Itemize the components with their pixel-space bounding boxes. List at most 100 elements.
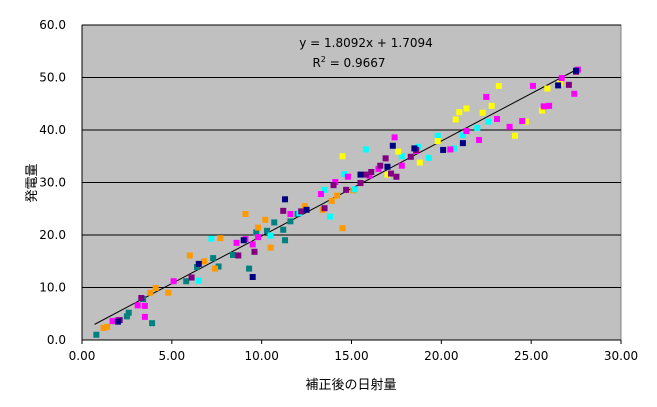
y-tick-label: 30.0 bbox=[39, 176, 66, 190]
data-point bbox=[440, 146, 447, 153]
data-point bbox=[100, 324, 107, 331]
data-point bbox=[352, 186, 359, 193]
data-point bbox=[253, 229, 260, 236]
data-point bbox=[488, 102, 495, 109]
data-point bbox=[343, 186, 350, 193]
data-point bbox=[339, 225, 346, 232]
data-point bbox=[215, 263, 222, 270]
data-point bbox=[235, 252, 242, 259]
data-point bbox=[389, 142, 396, 149]
data-point bbox=[459, 132, 466, 139]
data-point bbox=[114, 318, 121, 325]
data-point bbox=[332, 178, 339, 185]
data-point bbox=[357, 180, 364, 187]
data-point bbox=[393, 173, 400, 180]
data-point bbox=[188, 274, 195, 281]
data-point bbox=[149, 320, 156, 327]
data-point bbox=[495, 82, 502, 89]
data-point bbox=[522, 118, 529, 125]
data-point bbox=[193, 264, 200, 271]
data-point bbox=[317, 191, 324, 198]
data-point bbox=[452, 116, 459, 123]
data-point bbox=[463, 128, 470, 135]
data-point bbox=[195, 260, 202, 267]
data-point bbox=[398, 162, 405, 169]
r-squared-exponent: 2 bbox=[321, 55, 326, 64]
data-point bbox=[229, 251, 236, 258]
data-point bbox=[366, 172, 373, 179]
data-point bbox=[476, 136, 483, 143]
data-point bbox=[233, 239, 240, 246]
trendline-equation: y = 1.8092x + 1.7094 bbox=[299, 36, 433, 50]
data-point bbox=[375, 165, 382, 172]
data-point bbox=[483, 93, 490, 100]
x-tick-label: 5.00 bbox=[158, 349, 185, 363]
data-point bbox=[321, 186, 328, 193]
data-point bbox=[382, 155, 389, 162]
data-point bbox=[407, 153, 414, 160]
data-point bbox=[264, 227, 271, 234]
axes bbox=[81, 25, 622, 344]
data-point bbox=[240, 237, 247, 244]
data-point bbox=[485, 118, 492, 125]
data-point bbox=[282, 237, 289, 244]
data-point bbox=[494, 115, 501, 122]
data-point bbox=[246, 265, 253, 272]
data-point bbox=[201, 258, 208, 265]
data-point bbox=[326, 213, 333, 220]
y-tick-label: 40.0 bbox=[39, 123, 66, 137]
data-point bbox=[362, 171, 369, 178]
data-point bbox=[555, 82, 562, 89]
data-point bbox=[210, 255, 217, 262]
data-point bbox=[357, 171, 364, 178]
data-point bbox=[134, 302, 141, 309]
data-point bbox=[152, 285, 159, 292]
r-squared-label: R2 = 0.9667 bbox=[312, 55, 385, 70]
data-point bbox=[463, 105, 470, 112]
data-point bbox=[251, 248, 258, 255]
r-squared-prefix: R bbox=[312, 56, 320, 70]
data-point bbox=[298, 208, 305, 215]
data-point bbox=[321, 205, 328, 212]
data-point bbox=[544, 85, 551, 92]
data-point bbox=[280, 226, 287, 233]
data-point bbox=[93, 331, 100, 338]
data-point bbox=[267, 232, 274, 239]
data-point bbox=[573, 67, 580, 74]
data-point bbox=[141, 313, 148, 320]
data-point bbox=[195, 277, 202, 284]
data-point bbox=[339, 153, 346, 160]
data-point bbox=[456, 109, 463, 116]
data-point bbox=[301, 203, 308, 210]
data-point bbox=[109, 318, 116, 325]
data-point bbox=[303, 206, 310, 213]
data-point bbox=[141, 302, 148, 309]
y-tick-label: 0.0 bbox=[47, 333, 66, 347]
r-squared-value: = 0.9667 bbox=[326, 56, 386, 70]
x-tick-label: 10.00 bbox=[244, 349, 278, 363]
x-axis-title: 補正後の日射量 bbox=[305, 377, 396, 393]
x-tick-label: 25.00 bbox=[514, 349, 548, 363]
data-point bbox=[425, 154, 432, 161]
data-point bbox=[519, 118, 526, 125]
data-point bbox=[242, 211, 249, 217]
data-point bbox=[540, 103, 547, 110]
data-point bbox=[287, 218, 294, 225]
data-point bbox=[249, 241, 256, 248]
data-point bbox=[334, 192, 341, 199]
data-point bbox=[255, 234, 262, 241]
data-point bbox=[330, 182, 337, 189]
data-point bbox=[529, 82, 536, 89]
data-point bbox=[434, 138, 441, 145]
data-points bbox=[93, 66, 581, 338]
data-point bbox=[447, 146, 454, 153]
data-point bbox=[147, 289, 154, 296]
gridlines bbox=[82, 24, 621, 288]
data-point bbox=[538, 107, 545, 114]
data-point bbox=[384, 171, 391, 178]
y-tick-labels: 0.0 10.0 20.0 30.0 40.0 50.0 60.0 bbox=[39, 18, 66, 347]
data-point bbox=[506, 123, 513, 130]
data-point bbox=[183, 278, 190, 285]
data-point bbox=[125, 309, 132, 316]
